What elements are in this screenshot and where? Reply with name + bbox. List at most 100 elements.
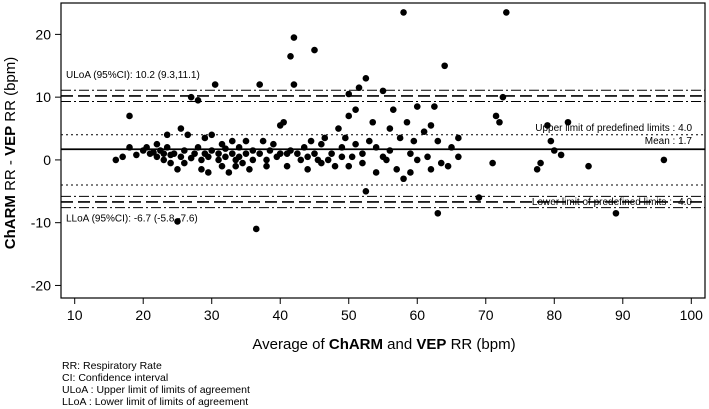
- data-point: [249, 147, 257, 154]
- data-point: [239, 159, 246, 167]
- data-point: [211, 81, 219, 88]
- data-point: [321, 134, 329, 142]
- data-point: [311, 150, 318, 157]
- data-point: [585, 162, 592, 170]
- data-point: [386, 147, 394, 154]
- data-point: [362, 187, 370, 195]
- data-point: [133, 151, 140, 159]
- data-point: [407, 169, 414, 176]
- y-tick-label: 20: [35, 26, 51, 42]
- data-point: [437, 159, 445, 167]
- data-point: [270, 140, 277, 148]
- data-point: [386, 125, 394, 132]
- y-axis-title: ChARM RR - VEP RR (bpm): [2, 57, 19, 250]
- x-tick-label: 40: [272, 307, 288, 323]
- data-point: [163, 131, 171, 139]
- data-point: [400, 9, 407, 16]
- x-tick-label: 70: [478, 307, 494, 323]
- data-point: [194, 96, 202, 104]
- data-point: [225, 169, 233, 176]
- data-point: [420, 128, 428, 135]
- x-tick-label: 100: [680, 307, 704, 323]
- data-point: [259, 137, 267, 145]
- data-point: [201, 134, 209, 142]
- data-point: [208, 131, 216, 139]
- data-point: [345, 90, 353, 98]
- data-point: [294, 150, 301, 157]
- y-axis-ticks: -20 -10 0 10 20: [31, 26, 61, 293]
- data-point: [112, 156, 120, 164]
- data-point: [198, 156, 205, 164]
- data-point: [544, 122, 551, 129]
- data-point: [342, 134, 349, 142]
- data-point: [290, 34, 298, 41]
- data-point: [427, 122, 435, 129]
- data-point: [359, 159, 366, 167]
- data-point: [365, 137, 373, 145]
- data-point: [403, 118, 411, 126]
- footnotes: RR: Respiratory Rate CI: Confidence inte…: [62, 360, 250, 408]
- data-point: [393, 166, 401, 173]
- data-point: [160, 156, 168, 164]
- uloa-annotation: ULoA (95%CI): 10.2 (9.3,11.1): [66, 70, 200, 81]
- data-point: [167, 159, 174, 167]
- data-point: [304, 166, 311, 173]
- data-point: [427, 166, 435, 173]
- data-point: [372, 169, 380, 176]
- data-point: [324, 156, 332, 164]
- data-point: [396, 134, 404, 142]
- data-point: [126, 144, 133, 151]
- data-points: [112, 9, 668, 233]
- data-point: [318, 140, 325, 148]
- data-point: [369, 118, 377, 126]
- data-point: [550, 147, 558, 154]
- data-point: [119, 153, 126, 161]
- data-point: [283, 162, 291, 170]
- data-point: [444, 162, 452, 170]
- data-point: [287, 147, 294, 154]
- data-point: [355, 84, 363, 92]
- data-point: [547, 137, 555, 145]
- data-point: [174, 166, 181, 173]
- data-point: [215, 150, 222, 157]
- data-point: [338, 144, 346, 151]
- data-point: [235, 144, 243, 151]
- data-point: [249, 156, 257, 164]
- data-point: [208, 147, 216, 154]
- data-point: [348, 153, 356, 161]
- y-tick-label: 10: [35, 89, 51, 105]
- data-point: [174, 218, 181, 225]
- plot-border: [60, 2, 706, 299]
- data-point: [204, 169, 212, 176]
- footnote-ci: CI: Confidence interval: [62, 372, 169, 384]
- data-point: [252, 225, 260, 233]
- data-point: [537, 159, 544, 167]
- data-point: [499, 93, 507, 101]
- data-point: [181, 159, 188, 167]
- data-point: [160, 150, 168, 157]
- data-point: [335, 125, 342, 132]
- data-point: [660, 156, 668, 164]
- data-point: [311, 46, 318, 54]
- data-point: [345, 162, 353, 170]
- plot-frame: [60, 2, 706, 299]
- data-point: [389, 106, 397, 114]
- data-point: [407, 150, 414, 157]
- data-point: [300, 144, 308, 151]
- data-point: [400, 175, 407, 183]
- data-point: [379, 87, 387, 95]
- data-point: [372, 144, 380, 151]
- data-point: [424, 153, 431, 161]
- data-point: [177, 125, 185, 132]
- data-point: [290, 81, 298, 88]
- data-point: [352, 140, 359, 148]
- data-point: [434, 137, 442, 145]
- data-point: [177, 153, 185, 161]
- data-point: [475, 194, 483, 201]
- data-point: [266, 147, 274, 154]
- data-point: [410, 137, 418, 145]
- data-point: [184, 131, 192, 139]
- data-point: [331, 162, 339, 170]
- x-tick-label: 90: [615, 307, 631, 323]
